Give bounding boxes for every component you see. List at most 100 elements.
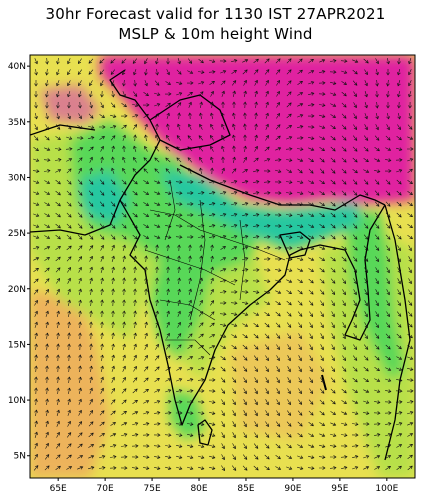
- wind-arrow: [154, 455, 161, 459]
- wind-arrow: [330, 267, 336, 273]
- wind-arrow: [122, 156, 126, 163]
- wind-arrow: [66, 443, 72, 449]
- wind-arrow: [374, 158, 381, 162]
- wind-arrow: [67, 376, 71, 384]
- wind-arrow: [143, 92, 149, 97]
- wind-arrow: [396, 356, 403, 360]
- wind-arrow: [242, 246, 249, 250]
- wind-arrow: [122, 91, 126, 98]
- wind-arrow: [210, 277, 214, 284]
- state-borders: [144, 179, 286, 356]
- wind-arrow: [243, 101, 247, 109]
- wind-arrow: [396, 433, 403, 437]
- wind-arrow: [176, 344, 182, 350]
- wind-arrow: [386, 267, 390, 274]
- wind-arrow: [298, 377, 302, 384]
- wind-arrow: [100, 277, 104, 284]
- wind-arrow: [55, 267, 61, 273]
- wind-arrow: [56, 409, 60, 416]
- orange-zone-west: [30, 290, 110, 478]
- wind-arrow: [100, 365, 104, 372]
- wind-arrow: [133, 69, 137, 76]
- wind-arrow: [342, 311, 346, 318]
- wind-arrow: [219, 312, 227, 316]
- wind-arrow: [286, 455, 293, 459]
- wind-arrow: [242, 213, 249, 217]
- wind-arrow: [220, 202, 227, 206]
- wind-arrow: [352, 69, 358, 75]
- wind-arrow: [319, 147, 325, 152]
- wind-arrow: [253, 465, 259, 471]
- wind-arrow: [330, 135, 336, 141]
- wind-arrow: [297, 257, 304, 261]
- wind-arrow: [208, 389, 216, 393]
- wind-arrow: [100, 310, 104, 318]
- wind-arrow: [187, 466, 194, 470]
- wind-arrow: [144, 277, 148, 285]
- wind-arrow: [241, 290, 249, 294]
- wind-arrow: [165, 202, 172, 206]
- wind-arrow: [66, 190, 72, 196]
- wind-arrow: [77, 190, 83, 196]
- wind-arrow: [56, 288, 60, 295]
- wind-arrow: [209, 202, 216, 206]
- lat-label: 35N: [8, 118, 26, 128]
- wind-arrow: [88, 421, 94, 427]
- wind-arrow: [232, 410, 236, 417]
- wind-arrow: [385, 190, 391, 196]
- wind-arrow: [89, 343, 93, 351]
- wind-arrow: [44, 180, 51, 184]
- wind-arrow: [352, 223, 358, 229]
- wind-arrow: [287, 399, 291, 406]
- wind-arrow: [297, 168, 303, 174]
- wind-arrow: [220, 334, 227, 338]
- wind-arrow: [56, 398, 60, 405]
- wind-arrow: [177, 299, 181, 306]
- wind-arrow: [67, 69, 71, 76]
- wind-arrow: [164, 433, 172, 437]
- lon-label: 100E: [375, 484, 398, 494]
- wind-arrow: [384, 411, 392, 415]
- wind-arrow: [221, 454, 225, 461]
- wind-arrow: [198, 367, 205, 371]
- wind-arrow: [122, 299, 126, 307]
- wind-arrow: [330, 256, 336, 262]
- wind-arrow: [89, 354, 93, 362]
- wind-arrow: [209, 235, 216, 239]
- wind-arrow: [109, 455, 117, 459]
- wind-arrow: [111, 266, 115, 273]
- wind-arrow: [45, 289, 50, 295]
- wind-arrow: [188, 299, 192, 306]
- wind-arrow: [275, 147, 282, 151]
- wind-arrow: [385, 356, 391, 361]
- wind-arrow: [242, 268, 249, 272]
- wind-arrow: [88, 466, 95, 470]
- wind-arrow: [155, 266, 159, 274]
- wind-arrow: [341, 234, 347, 240]
- wind-arrow: [363, 212, 369, 218]
- bangladesh-outline: [279, 231, 311, 259]
- wind-arrow: [56, 310, 60, 317]
- wind-arrow: [298, 388, 302, 395]
- wind-arrow: [407, 202, 413, 207]
- wind-arrow: [341, 466, 348, 470]
- wind-arrow: [363, 190, 369, 196]
- wind-arrow: [253, 443, 259, 449]
- wind-arrow: [341, 70, 348, 74]
- wind-arrow: [285, 202, 293, 206]
- wind-arrow: [122, 79, 126, 87]
- wind-arrow: [265, 135, 269, 141]
- wind-arrow: [186, 191, 194, 195]
- wind-arrow: [352, 234, 358, 240]
- wind-arrow: [407, 180, 413, 185]
- wind-arrow: [396, 190, 402, 196]
- wind-arrow: [286, 91, 292, 97]
- wind-arrow: [287, 344, 291, 351]
- wind-arrow: [253, 235, 260, 239]
- wind-arrow: [297, 235, 304, 239]
- wind-arrow: [209, 322, 215, 328]
- wind-arrow: [34, 91, 38, 98]
- wind-arrow: [253, 169, 260, 173]
- wind-arrow: [132, 433, 139, 437]
- wind-arrow: [407, 300, 413, 306]
